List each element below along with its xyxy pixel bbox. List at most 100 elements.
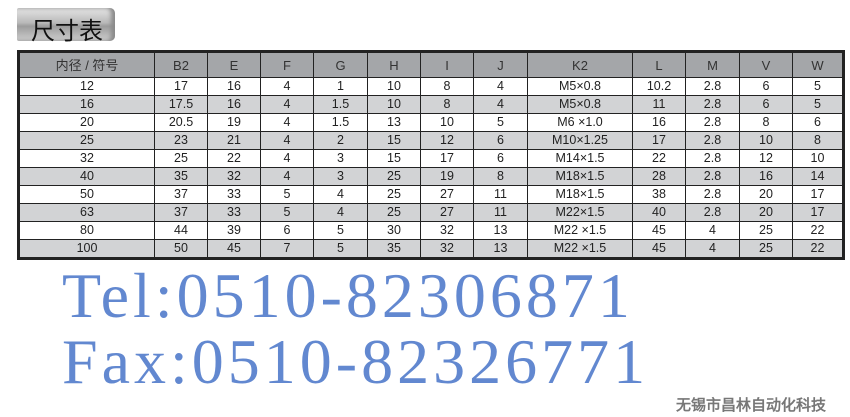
table-cell: 12 — [18, 77, 155, 96]
table-cell: 5 — [473, 113, 528, 132]
table-cell: 10 — [739, 131, 793, 150]
column-header: W — [792, 51, 844, 78]
table-cell: 20 — [739, 185, 793, 204]
table-cell: 6 — [473, 149, 528, 168]
table-cell: 4 — [260, 131, 314, 150]
table-cell: 6 — [260, 221, 314, 240]
column-header: J — [473, 51, 528, 78]
table-cell: 20 — [18, 113, 155, 132]
table-cell: 11 — [473, 185, 528, 204]
table-cell: 20 — [739, 203, 793, 222]
table-cell: M22×1.5 — [527, 203, 633, 222]
column-header: M — [685, 51, 740, 78]
table-cell: 2.8 — [685, 95, 740, 114]
table-cell: 2.8 — [685, 149, 740, 168]
table-cell: 45 — [632, 221, 686, 240]
table-cell: 16 — [739, 167, 793, 186]
table-cell: 25 — [154, 149, 208, 168]
table-cell: 25 — [739, 239, 793, 259]
table-cell: 37 — [154, 185, 208, 204]
table-cell: M5×0.8 — [527, 77, 633, 96]
table-cell: 6 — [473, 131, 528, 150]
table-cell: 22 — [792, 239, 844, 259]
table-cell: M22 ×1.5 — [527, 239, 633, 259]
section-title: 尺寸表 — [31, 17, 103, 45]
table-cell: 33 — [207, 185, 261, 204]
table-cell: 6 — [739, 77, 793, 96]
table-cell: 25 — [367, 185, 421, 204]
table-cell: 4 — [473, 95, 528, 114]
column-header: E — [207, 51, 261, 78]
table-cell: 1 — [313, 77, 368, 96]
column-header: G — [313, 51, 368, 78]
table-cell: M18×1.5 — [527, 167, 633, 186]
table-row: 20 20.5 19 4 1.5 13 10 5 M6 ×1.0 16 2.8 8 6 — [18, 113, 844, 132]
table-cell: 1.5 — [313, 113, 368, 132]
table-cell: 5 — [260, 203, 314, 222]
table-cell: 2.8 — [685, 113, 740, 132]
table-cell: 22 — [207, 149, 261, 168]
table-cell: 6 — [792, 113, 844, 132]
table-cell: 38 — [632, 185, 686, 204]
table-cell: 13 — [473, 221, 528, 240]
table-cell: 37 — [154, 203, 208, 222]
table-cell: 4 — [313, 203, 368, 222]
table-cell: M10×1.25 — [527, 131, 633, 150]
table-cell: 22 — [792, 221, 844, 240]
table-cell: 8 — [420, 77, 474, 96]
table-cell: 10.2 — [632, 77, 686, 96]
table-cell: 17 — [154, 77, 208, 96]
table-cell: 35 — [367, 239, 421, 259]
table-cell: 8 — [739, 113, 793, 132]
table-cell: 23 — [154, 131, 208, 150]
table-cell: 2.8 — [685, 185, 740, 204]
table-cell: 17.5 — [154, 95, 208, 114]
table-cell: 40 — [632, 203, 686, 222]
table-cell: 19 — [207, 113, 261, 132]
table-cell: 2 — [313, 131, 368, 150]
table-cell: 2.8 — [685, 203, 740, 222]
table-cell: 32 — [420, 221, 474, 240]
table-cell: 4 — [260, 95, 314, 114]
table-cell: 28 — [632, 167, 686, 186]
table-cell: M22 ×1.5 — [527, 221, 633, 240]
table-cell: 5 — [313, 221, 368, 240]
table-cell: 6 — [739, 95, 793, 114]
table-cell: 15 — [367, 149, 421, 168]
table-cell: 50 — [18, 185, 155, 204]
table-cell: 16 — [207, 77, 261, 96]
table-cell: 10 — [367, 95, 421, 114]
table-cell: 50 — [154, 239, 208, 259]
table-cell: 4 — [685, 239, 740, 259]
table-cell: 7 — [260, 239, 314, 259]
table-cell: 32 — [18, 149, 155, 168]
table-row: 16 17.5 16 4 1.5 10 8 4 M5×0.8 11 2.8 6 5 — [18, 95, 844, 114]
table-cell: 45 — [207, 239, 261, 259]
table-cell: 30 — [367, 221, 421, 240]
column-header: I — [420, 51, 474, 78]
table-row: 12 17 16 4 1 10 8 4 M5×0.8 10.2 2.8 6 5 — [18, 77, 844, 96]
table-cell: 11 — [473, 203, 528, 222]
table-cell: 39 — [207, 221, 261, 240]
table-cell: 13 — [367, 113, 421, 132]
table-cell: 1.5 — [313, 95, 368, 114]
table-cell: 4 — [260, 113, 314, 132]
column-header: F — [260, 51, 314, 78]
table-cell: 14 — [792, 167, 844, 186]
table-cell: 80 — [18, 221, 155, 240]
table-cell: 12 — [420, 131, 474, 150]
table-row: 80 44 39 6 5 30 32 13 M22 ×1.5 45 4 25 22 — [18, 221, 844, 240]
section-title-badge: 尺寸表 — [17, 8, 115, 45]
table-cell: 25 — [18, 131, 155, 150]
table-cell: 17 — [420, 149, 474, 168]
table-cell: 40 — [18, 167, 155, 186]
table-cell: 10 — [367, 77, 421, 96]
table-cell: 12 — [739, 149, 793, 168]
table-cell: M18×1.5 — [527, 185, 633, 204]
table-cell: 27 — [420, 185, 474, 204]
table-cell: 5 — [792, 77, 844, 96]
table-cell: 4 — [260, 149, 314, 168]
table-cell: 3 — [313, 167, 368, 186]
table-cell: 8 — [792, 131, 844, 150]
table-cell: M6 ×1.0 — [527, 113, 633, 132]
